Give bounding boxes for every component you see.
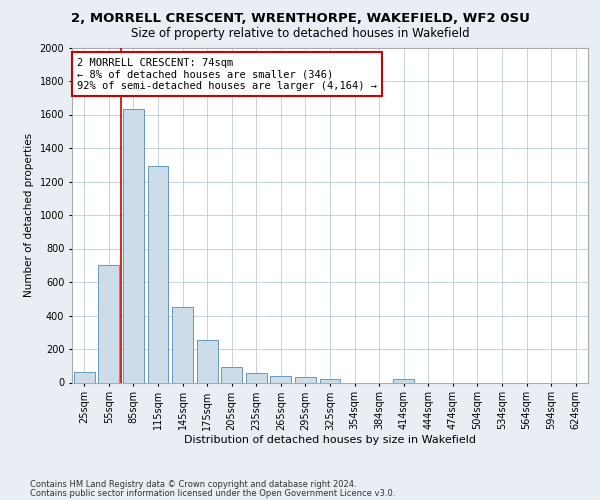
Text: 2, MORRELL CRESCENT, WRENTHORPE, WAKEFIELD, WF2 0SU: 2, MORRELL CRESCENT, WRENTHORPE, WAKEFIE… [71, 12, 529, 26]
Text: Size of property relative to detached houses in Wakefield: Size of property relative to detached ho… [131, 28, 469, 40]
Bar [221, 368, 242, 382]
Text: Contains HM Land Registry data © Crown copyright and database right 2024.: Contains HM Land Registry data © Crown c… [30, 480, 356, 489]
Bar [148, 166, 169, 382]
Bar [393, 379, 414, 382]
Bar [98, 265, 119, 382]
Bar [295, 378, 316, 382]
Text: 2 MORRELL CRESCENT: 74sqm
← 8% of detached houses are smaller (346)
92% of semi-: 2 MORRELL CRESCENT: 74sqm ← 8% of detach… [77, 58, 377, 91]
Bar [320, 379, 340, 382]
Text: Contains public sector information licensed under the Open Government Licence v3: Contains public sector information licen… [30, 489, 395, 498]
Bar [123, 110, 144, 382]
X-axis label: Distribution of detached houses by size in Wakefield: Distribution of detached houses by size … [184, 435, 476, 445]
Bar [271, 376, 292, 382]
Bar [246, 374, 267, 382]
Bar [172, 307, 193, 382]
Bar [197, 340, 218, 382]
Bar [74, 372, 95, 382]
Y-axis label: Number of detached properties: Number of detached properties [24, 133, 34, 297]
